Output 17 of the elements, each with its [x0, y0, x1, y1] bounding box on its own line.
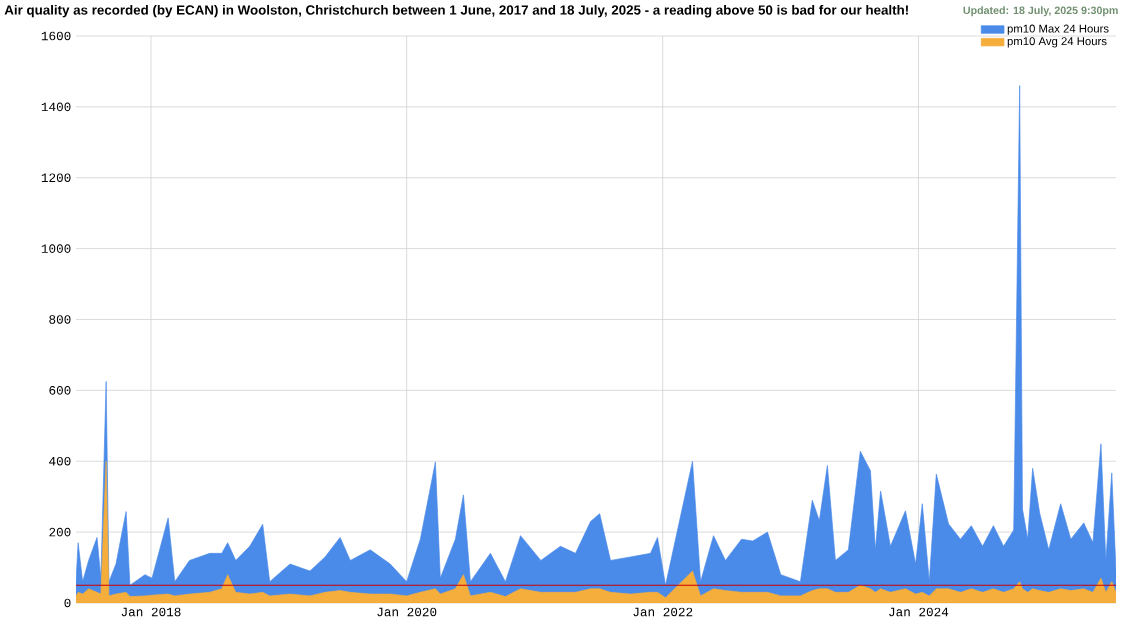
- y-tick-label: 1200: [41, 173, 71, 183]
- x-tick-label: Jan 2024: [889, 607, 949, 617]
- x-tick-label: Jan 2018: [121, 607, 181, 617]
- y-tick-label: 0: [64, 598, 71, 608]
- y-tick-label: 800: [49, 315, 71, 324]
- legend-label: pm10 Max 24 Hours: [1007, 24, 1109, 35]
- y-tick-label: 200: [49, 527, 71, 537]
- y-tick-label: 1600: [41, 31, 71, 41]
- x-tick-label: Jan 2020: [377, 607, 437, 617]
- y-tick-label: 600: [49, 386, 71, 395]
- y-tick-label: 1000: [41, 244, 71, 253]
- text: Updated: 18 July, 2025 9:30pm: [963, 6, 1118, 17]
- y-tick-label: 400: [49, 456, 71, 466]
- chart-title: Air quality as recorded (by ECAN) in Woolston, Christchurch between 1 June, 2017 and 18 July, 2025 - a reading above 50 is bad for our health!: [4, 4, 908, 18]
- y-tick-label: 1400: [41, 102, 71, 112]
- x-tick-label: Jan 2022: [633, 607, 693, 617]
- legend-label: pm10 Avg 24 Hours: [1007, 37, 1107, 48]
